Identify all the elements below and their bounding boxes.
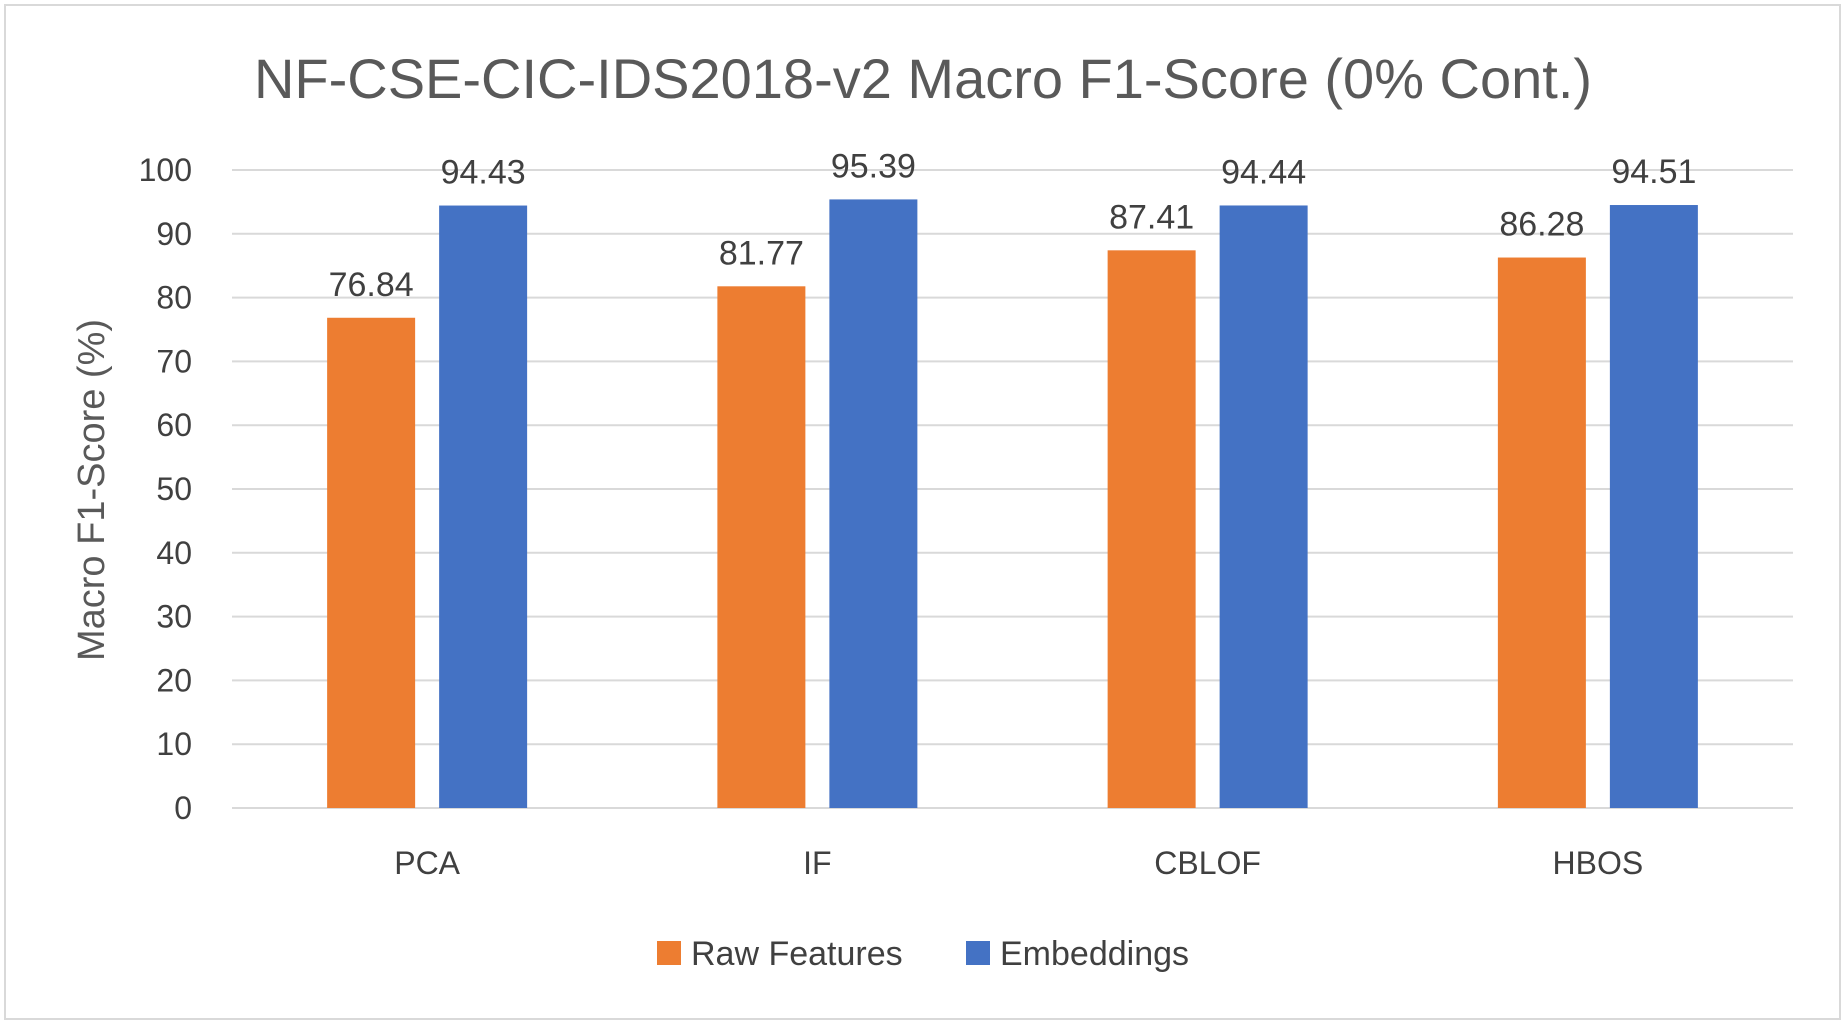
- y-tick-label: 60: [156, 407, 192, 443]
- x-category-label: CBLOF: [1154, 845, 1261, 881]
- bar-if-raw-features: [717, 286, 806, 809]
- y-tick-label: 90: [156, 216, 192, 252]
- x-category-label: HBOS: [1553, 845, 1644, 881]
- legend-label: Embeddings: [1000, 935, 1189, 973]
- bar-if-embeddings: [829, 199, 918, 808]
- data-label: 81.77: [719, 234, 804, 272]
- bar-pca-raw-features: [327, 317, 416, 808]
- y-tick-label: 70: [156, 343, 192, 379]
- y-tick-label: 30: [156, 599, 192, 635]
- x-axis-categories: PCA IF CBLOF HBOS: [394, 845, 1643, 881]
- data-label: 95.39: [831, 147, 916, 185]
- data-label: 87.41: [1109, 198, 1194, 236]
- bar-hbos-embeddings: [1609, 205, 1698, 809]
- bar-cblof-embeddings: [1219, 205, 1308, 809]
- data-label: 94.44: [1221, 153, 1306, 191]
- legend-swatch: [657, 941, 681, 965]
- data-label: 76.84: [329, 266, 414, 304]
- y-axis-label: Macro F1-Score (%): [71, 319, 113, 661]
- chart-title: NF-CSE-CIC-IDS2018-v2 Macro F1-Score (0%…: [254, 47, 1592, 110]
- legend: Raw Features Embeddings: [657, 935, 1189, 973]
- x-category-label: PCA: [394, 845, 460, 881]
- data-labels: 76.84 94.43 81.77 95.39 87.41 94.44 86.28 94.51: [329, 147, 1697, 303]
- y-tick-label: 40: [156, 535, 192, 571]
- legend-label: Raw Features: [691, 935, 903, 973]
- bar-pca-embeddings: [439, 205, 528, 808]
- y-tick-label: 80: [156, 280, 192, 316]
- y-tick-label: 50: [156, 471, 192, 507]
- bars: [327, 199, 1698, 809]
- y-tick-label: 0: [174, 790, 192, 826]
- y-tick-label: 10: [156, 726, 192, 762]
- x-category-label: IF: [803, 845, 831, 881]
- data-label: 94.51: [1611, 153, 1696, 191]
- bar-cblof-raw-features: [1107, 250, 1196, 808]
- legend-swatch: [966, 941, 990, 965]
- data-label: 86.28: [1499, 206, 1584, 244]
- y-tick-label: 100: [139, 152, 192, 188]
- y-axis-ticks: 0 10 20 30 40 50 60 70 80 90 100: [139, 152, 192, 826]
- y-tick-label: 20: [156, 662, 192, 698]
- data-label: 94.43: [441, 154, 526, 192]
- bar-hbos-raw-features: [1497, 257, 1586, 809]
